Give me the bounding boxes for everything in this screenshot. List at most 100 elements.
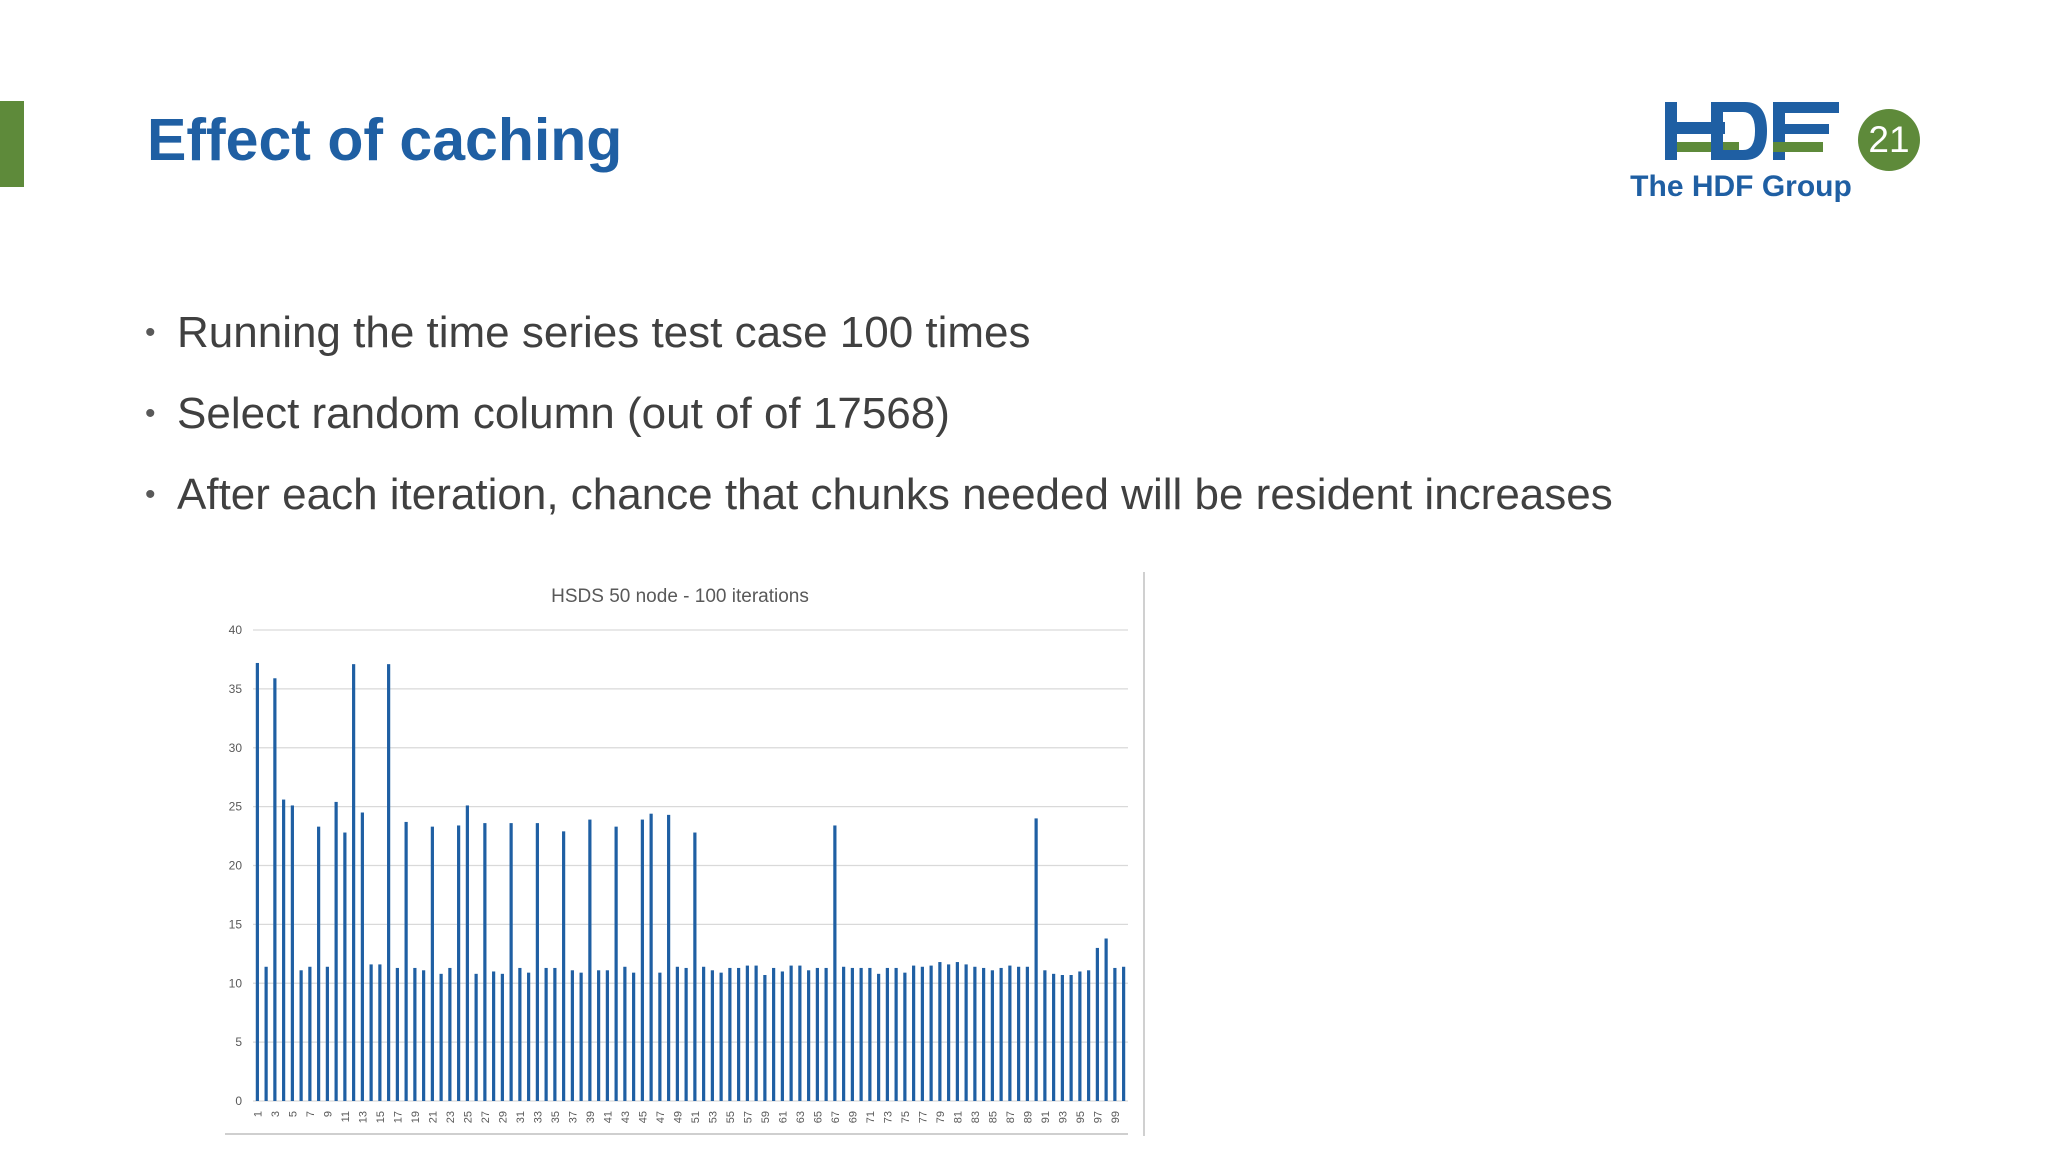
bar bbox=[500, 973, 504, 1101]
bar bbox=[1113, 967, 1117, 1101]
hdf-group-logo: The HDF Group bbox=[1630, 102, 1852, 203]
bar bbox=[1104, 938, 1108, 1101]
x-tick-label: 59 bbox=[760, 1111, 772, 1123]
bar bbox=[448, 967, 452, 1101]
bar bbox=[955, 962, 959, 1101]
bar bbox=[999, 967, 1003, 1101]
x-tick-label: 15 bbox=[375, 1111, 387, 1123]
bar bbox=[290, 805, 294, 1101]
bar bbox=[597, 970, 601, 1101]
bar bbox=[964, 964, 968, 1101]
x-tick-label: 31 bbox=[515, 1111, 527, 1123]
bar bbox=[780, 971, 784, 1101]
bullet-list: Running the time series test case 100 ti… bbox=[145, 292, 1613, 535]
bar bbox=[369, 964, 373, 1101]
bar bbox=[719, 972, 723, 1101]
bar bbox=[658, 972, 662, 1101]
bar bbox=[632, 972, 636, 1101]
bar bbox=[737, 967, 741, 1101]
x-tick-label: 1 bbox=[252, 1111, 264, 1117]
bar bbox=[754, 965, 758, 1101]
bar-chart: HSDS 50 node - 100 iterations 0510152025… bbox=[210, 568, 1148, 1136]
bar bbox=[308, 966, 312, 1101]
x-tick-label: 37 bbox=[567, 1111, 579, 1123]
bar bbox=[422, 970, 426, 1101]
chart-container: HSDS 50 node - 100 iterations 0 5 10 15 20 25… bbox=[210, 568, 1148, 1136]
y-tick-label: 10 bbox=[229, 976, 243, 990]
bar bbox=[325, 966, 329, 1101]
bar bbox=[605, 970, 609, 1101]
y-tick-label: 0 bbox=[235, 1094, 242, 1108]
page-number-badge: 21 bbox=[1858, 109, 1920, 171]
y-tick-label: 25 bbox=[229, 800, 243, 814]
x-tick-label: 77 bbox=[917, 1111, 929, 1123]
x-tick-label: 17 bbox=[392, 1111, 404, 1123]
x-tick-label: 3 bbox=[270, 1111, 282, 1117]
bar bbox=[912, 965, 916, 1101]
bullet-item: Running the time series test case 100 ti… bbox=[145, 292, 1613, 373]
bar bbox=[395, 967, 399, 1101]
bar bbox=[824, 967, 828, 1101]
x-tick-label: 75 bbox=[900, 1111, 912, 1123]
x-tick-label: 51 bbox=[690, 1111, 702, 1123]
bar bbox=[282, 799, 286, 1101]
x-tick-label: 69 bbox=[847, 1111, 859, 1123]
x-tick-label: 83 bbox=[970, 1111, 982, 1123]
bar bbox=[973, 966, 977, 1101]
x-tick-label: 89 bbox=[1022, 1111, 1034, 1123]
y-tick-label: 5 bbox=[235, 1035, 242, 1049]
bar bbox=[474, 973, 478, 1101]
x-tick-label: 79 bbox=[935, 1111, 947, 1123]
bar bbox=[815, 967, 819, 1101]
accent-bar bbox=[0, 101, 24, 187]
bar bbox=[465, 805, 469, 1101]
x-tick-label: 53 bbox=[707, 1111, 719, 1123]
x-tick-label: 23 bbox=[445, 1111, 457, 1123]
bar bbox=[544, 967, 548, 1101]
bar bbox=[850, 967, 854, 1101]
y-tick-label: 30 bbox=[229, 741, 243, 755]
bar bbox=[1034, 818, 1038, 1101]
x-tick-label: 49 bbox=[672, 1111, 684, 1123]
x-tick-label: 7 bbox=[305, 1111, 317, 1117]
x-tick-label: 33 bbox=[532, 1111, 544, 1123]
bar bbox=[772, 967, 776, 1101]
bar bbox=[579, 972, 583, 1101]
bar bbox=[877, 973, 881, 1101]
bar bbox=[667, 814, 671, 1101]
bar bbox=[1095, 947, 1099, 1101]
y-tick-label: 35 bbox=[229, 682, 243, 696]
bar bbox=[457, 825, 461, 1101]
bar bbox=[343, 832, 347, 1101]
bar bbox=[789, 965, 793, 1101]
x-tick-label: 5 bbox=[287, 1111, 299, 1117]
bar bbox=[868, 967, 872, 1101]
x-tick-label: 19 bbox=[410, 1111, 422, 1123]
x-tick-label: 57 bbox=[742, 1111, 754, 1123]
bar bbox=[894, 967, 898, 1101]
bar bbox=[920, 966, 924, 1101]
x-tick-label: 85 bbox=[987, 1111, 999, 1123]
bar bbox=[535, 823, 539, 1101]
bar bbox=[710, 970, 714, 1101]
bar bbox=[745, 965, 749, 1101]
x-tick-label: 47 bbox=[655, 1111, 667, 1123]
x-tick-label: 45 bbox=[637, 1111, 649, 1123]
bar bbox=[833, 825, 837, 1101]
bullet-item: Select random column (out of of 17568) bbox=[145, 373, 1613, 454]
bar bbox=[1122, 966, 1126, 1101]
bar bbox=[842, 966, 846, 1101]
bar bbox=[553, 967, 557, 1101]
x-tick-label: 55 bbox=[725, 1111, 737, 1123]
bar bbox=[728, 967, 732, 1101]
x-tick-label: 35 bbox=[550, 1111, 562, 1123]
bar bbox=[317, 826, 321, 1101]
bar bbox=[518, 967, 522, 1101]
x-tick-label: 41 bbox=[602, 1111, 614, 1123]
bar bbox=[352, 664, 356, 1101]
bar bbox=[1017, 966, 1021, 1101]
bar bbox=[378, 964, 382, 1101]
bar bbox=[404, 821, 408, 1101]
bar bbox=[483, 823, 487, 1101]
bar bbox=[360, 812, 364, 1101]
